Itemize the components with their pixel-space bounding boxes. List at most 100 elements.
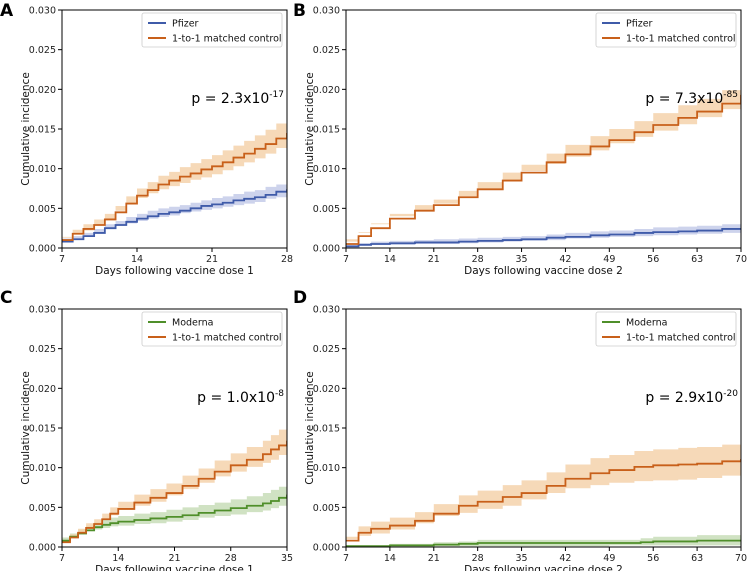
x-axis-label-a: Days following vaccine dose 1: [95, 265, 254, 277]
x-tick-label-c-4: 35: [281, 553, 293, 564]
x-axis-label-d: Days following vaccine dose 2: [464, 564, 623, 571]
x-tick-label-d-7: 56: [647, 553, 659, 564]
plot-area-b: [346, 80, 741, 248]
y-tick-label-d-4: 0.020: [313, 384, 340, 395]
y-tick-label-a-6: 0.030: [29, 6, 56, 17]
y-axis-label-a: Cumulative incidence: [20, 72, 32, 186]
x-tick-label-b-9: 70: [735, 254, 747, 265]
y-tick-label-b-6: 0.030: [313, 6, 340, 17]
y-tick-label-d-3: 0.015: [313, 424, 340, 435]
y-tick-label-d-0: 0.000: [313, 543, 340, 554]
series-line-c-1: [62, 440, 287, 544]
legend-b: Pfizer 1-to-1 matched control: [595, 12, 737, 48]
x-axis-label-c: Days following vaccine dose 1: [95, 564, 254, 571]
y-tick-label-a-2: 0.010: [29, 164, 56, 175]
y-tick-label-a-3: 0.015: [29, 125, 56, 136]
x-axis-label-b: Days following vaccine dose 2: [464, 265, 623, 277]
p-value-exponent-b: -85: [723, 90, 738, 100]
panel-d: D 0.000 0.005 0.010 0.015 0.020 0.025 0.030 7 14…: [293, 288, 747, 571]
x-tick-label-a-3: 28: [281, 254, 293, 265]
y-tick-label-c-5: 0.025: [29, 344, 56, 355]
plot-area-c: [62, 424, 287, 545]
series-line-b-0: [346, 228, 741, 248]
x-tick-label-b-3: 28: [472, 254, 484, 265]
x-tick-label-b-6: 49: [603, 254, 615, 265]
x-tick-label-b-1: 14: [384, 254, 396, 265]
x-tick-label-b-5: 42: [559, 254, 571, 265]
x-tick-label-b-2: 21: [428, 254, 440, 265]
ci-band-b-0: [346, 222, 741, 248]
legend-label-a-0: Pfizer: [172, 19, 199, 30]
series-line-c-0: [62, 494, 287, 542]
y-tick-label-c-4: 0.020: [29, 384, 56, 395]
y-tick-label-c-1: 0.005: [29, 503, 56, 514]
y-tick-label-d-5: 0.025: [313, 344, 340, 355]
y-tick-label-a-4: 0.020: [29, 85, 56, 96]
y-tick-label-b-5: 0.025: [313, 45, 340, 56]
panel-a: A 0.000 0.005 0.010 0.015 0.020 0.025 0.030 7 14…: [0, 1, 293, 277]
y-tick-label-a-0: 0.000: [29, 244, 56, 255]
y-tick-label-d-6: 0.030: [313, 305, 340, 316]
y-tick-label-b-1: 0.005: [313, 204, 340, 215]
x-tick-label-a-0: 7: [59, 254, 65, 265]
x-tick-label-c-1: 14: [112, 553, 124, 564]
y-tick-label-c-0: 0.000: [29, 543, 56, 554]
y-tick-label-a-1: 0.005: [29, 204, 56, 215]
p-value-a: p = 2.3x10-17: [191, 90, 284, 107]
y-tick-label-b-4: 0.020: [313, 85, 340, 96]
legend-box-a: [141, 12, 283, 48]
y-tick-label-c-2: 0.010: [29, 463, 56, 474]
panel-b: B 0.000 0.005 0.010 0.015 0.020 0.025 0.030 7 14…: [293, 1, 747, 277]
panel-letter-c: C: [0, 288, 12, 308]
x-tick-label-c-2: 21: [168, 553, 180, 564]
y-axis-label-b: Cumulative incidence: [304, 72, 316, 186]
legend-box-c: [141, 311, 283, 347]
p-value-exponent-d: -20: [723, 389, 738, 399]
x-tick-label-c-0: 7: [59, 553, 65, 564]
legend-label-b-1: 1-to-1 matched control: [626, 34, 736, 45]
ci-band-b-1: [346, 80, 741, 246]
y-tick-label-d-1: 0.005: [313, 503, 340, 514]
y-axis-label-d: Cumulative incidence: [304, 371, 316, 485]
y-tick-label-d-2: 0.010: [313, 463, 340, 474]
p-value-exponent-a: -17: [269, 90, 284, 100]
p-value-b: p = 7.3x10-85: [645, 90, 738, 107]
legend-box-b: [595, 12, 737, 48]
panel-letter-b: B: [293, 1, 306, 21]
x-tick-label-d-8: 63: [691, 553, 703, 564]
x-tick-label-b-8: 63: [691, 254, 703, 265]
series-line-d-1: [346, 458, 741, 542]
panel-c: C 0.000 0.005 0.010 0.015 0.020 0.025 0.030 7 14…: [0, 288, 293, 571]
x-tick-label-a-1: 14: [131, 254, 143, 265]
series-line-a-0: [62, 189, 287, 243]
legend-c: Moderna 1-to-1 matched control: [141, 311, 283, 347]
x-tick-label-d-2: 21: [428, 553, 440, 564]
x-tick-label-d-4: 35: [516, 553, 528, 564]
x-tick-label-d-1: 14: [384, 553, 396, 564]
series-line-b-1: [346, 94, 741, 245]
x-tick-label-b-4: 35: [516, 254, 528, 265]
series-line-a-1: [62, 132, 287, 241]
legend-d: Moderna 1-to-1 matched control: [595, 311, 737, 347]
y-tick-label-b-0: 0.000: [313, 244, 340, 255]
x-tick-label-c-3: 28: [225, 553, 237, 564]
y-tick-label-b-3: 0.015: [313, 125, 340, 136]
legend-label-c-1: 1-to-1 matched control: [172, 333, 282, 344]
x-tick-label-d-0: 7: [343, 553, 349, 564]
ci-band-c-0: [62, 483, 287, 544]
x-tick-label-d-9: 70: [735, 553, 747, 564]
y-tick-label-b-2: 0.010: [313, 164, 340, 175]
legend-label-d-0: Moderna: [626, 318, 667, 329]
legend-box-d: [595, 311, 737, 347]
p-value-d: p = 2.9x10-20: [645, 389, 738, 406]
y-axis-label-c: Cumulative incidence: [20, 371, 32, 485]
legend-label-a-1: 1-to-1 matched control: [172, 34, 282, 45]
y-tick-label-a-5: 0.025: [29, 45, 56, 56]
x-tick-label-b-0: 7: [343, 254, 349, 265]
p-value-c: p = 1.0x10-8: [197, 389, 284, 406]
x-tick-label-d-6: 49: [603, 553, 615, 564]
p-value-exponent-c: -8: [275, 389, 284, 399]
y-tick-label-c-6: 0.030: [29, 305, 56, 316]
x-tick-label-b-7: 56: [647, 254, 659, 265]
y-tick-label-c-3: 0.015: [29, 424, 56, 435]
